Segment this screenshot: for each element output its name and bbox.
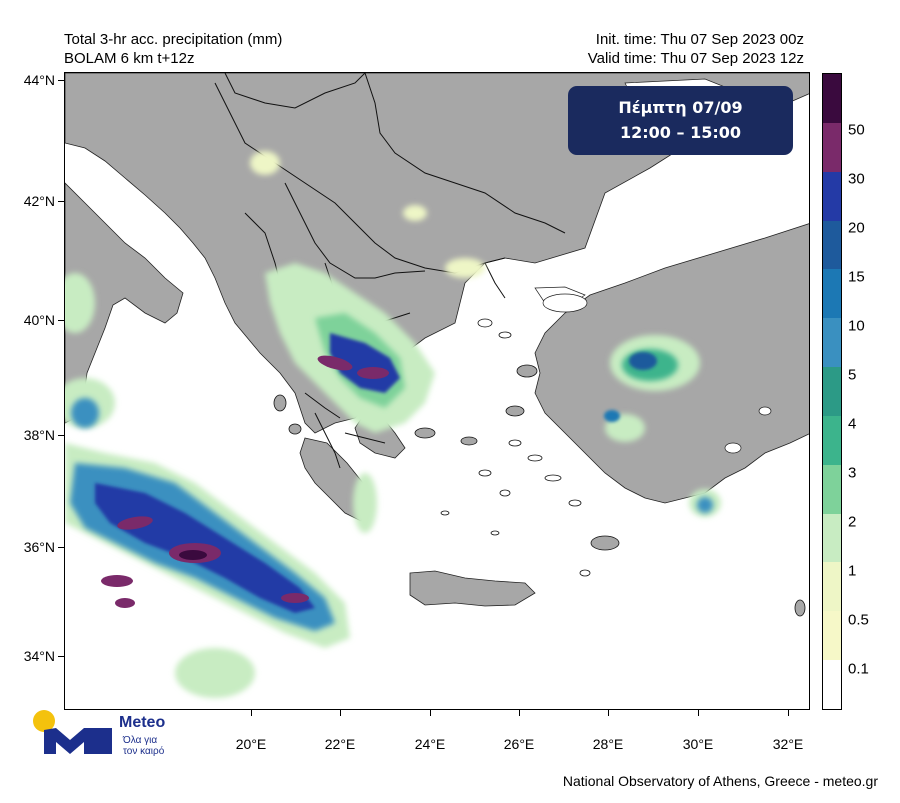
lat-label-42: 42°N (23, 193, 55, 209)
lat-label-36: 36°N (23, 539, 55, 555)
colorbar-segment (823, 660, 841, 710)
colorbar-segment (823, 318, 841, 368)
colorbar-label-50: 50 (848, 121, 865, 139)
lat-tick-42 (58, 201, 64, 202)
colorbar-label-5: 5 (848, 366, 857, 384)
meteo-logo (33, 710, 112, 754)
logo-tagline: Όλα για τον καιρό (123, 735, 164, 757)
precip-extreme (101, 355, 389, 608)
lat-tick-38 (58, 435, 64, 436)
lat-label-38: 38°N (23, 427, 55, 443)
lon-label-30: 30°E (682, 736, 714, 752)
colorbar-segment (823, 269, 841, 319)
colorbar-segment (823, 74, 841, 123)
lat-tick-36 (58, 547, 64, 548)
map-graphic (65, 73, 809, 709)
lon-tick-30 (698, 710, 699, 716)
colorbar-segment (823, 464, 841, 514)
title-line-1: Total 3-hr acc. precipitation (mm) (64, 31, 283, 48)
m-letter-icon (44, 728, 96, 754)
lon-tick-24 (430, 710, 431, 716)
aegean-islands (273, 318, 806, 617)
colorbar-segment (823, 562, 841, 612)
init-time: Init. time: Thu 07 Sep 2023 00z (595, 31, 804, 48)
lon-label-24: 24°E (414, 736, 446, 752)
logo-tagline-1: Όλα για (123, 735, 158, 746)
lon-label-20: 20°E (235, 736, 267, 752)
forecast-day: Πέμπτη 07/09 (618, 98, 743, 117)
lon-label-26: 26°E (503, 736, 535, 752)
lon-label-28: 28°E (592, 736, 624, 752)
footer-credit: National Observatory of Athens, Greece -… (562, 773, 878, 789)
lat-label-40: 40°N (23, 312, 55, 328)
lon-label-32: 32°E (772, 736, 804, 752)
colorbar-label-0-1: 0.1 (848, 660, 869, 678)
colorbar-segment (823, 611, 841, 661)
colorbar-segment (823, 122, 841, 172)
lon-label-22: 22°E (324, 736, 356, 752)
lat-tick-44 (58, 80, 64, 81)
logo-name: Meteo (119, 714, 166, 731)
precipitation-colorbar (822, 73, 842, 710)
lat-tick-34 (58, 656, 64, 657)
colorbar-label-2: 2 (848, 513, 857, 531)
valid-time: Valid time: Thu 07 Sep 2023 12z (587, 50, 804, 67)
lon-tick-20 (251, 710, 252, 716)
lon-tick-22 (340, 710, 341, 716)
forecast-hours: 12:00 – 15:00 (620, 123, 741, 142)
sun-icon (33, 710, 55, 732)
colorbar-label-30: 30 (848, 170, 865, 188)
lon-tick-28 (608, 710, 609, 716)
lat-label-34: 34°N (23, 648, 55, 664)
colorbar-segment (823, 171, 841, 221)
lat-label-44: 44°N (23, 72, 55, 88)
lon-tick-26 (519, 710, 520, 716)
colorbar-label-3: 3 (848, 464, 857, 482)
colorbar-label-20: 20 (848, 219, 865, 237)
title-line-2: BOLAM 6 km t+12z (64, 50, 195, 67)
colorbar-label-1: 1 (848, 562, 857, 580)
colorbar-segment (823, 220, 841, 270)
colorbar-segment (823, 513, 841, 563)
precipitation-map (64, 72, 810, 710)
m-bar-icon (96, 728, 112, 754)
lon-tick-32 (788, 710, 789, 716)
logo-tagline-2: τον καιρό (123, 746, 165, 757)
colorbar-label-0-5: 0.5 (848, 611, 869, 629)
time-info: Init. time: Thu 07 Sep 2023 00z Valid ti… (588, 30, 804, 68)
map-title: Total 3-hr acc. precipitation (mm) BOLAM… (64, 30, 282, 68)
forecast-period-box: Πέμπτη 07/09 12:00 – 15:00 (568, 86, 793, 155)
colorbar-segment (823, 367, 841, 417)
colorbar-label-10: 10 (848, 317, 865, 335)
colorbar-label-4: 4 (848, 415, 857, 433)
colorbar-segment (823, 415, 841, 465)
colorbar-label-15: 15 (848, 268, 865, 286)
lat-tick-40 (58, 320, 64, 321)
